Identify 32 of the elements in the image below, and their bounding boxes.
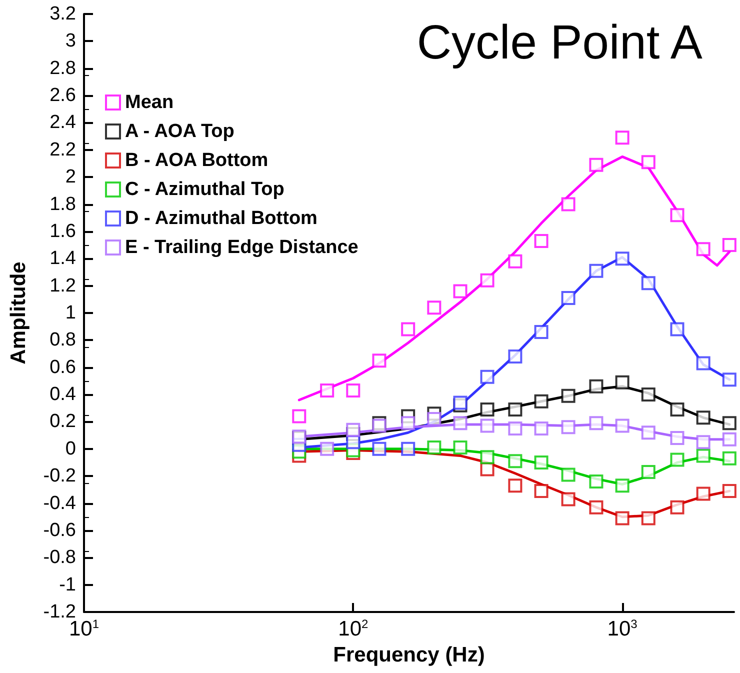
chart-title: Cycle Point A (416, 16, 702, 70)
y-tick-label: 2.8 (50, 58, 76, 79)
y-tick-label: 0.2 (50, 411, 76, 432)
y-tick-label: 0.8 (50, 330, 76, 351)
y-tick-label: -1.2 (43, 602, 76, 622)
y-tick-label: 3.2 (50, 4, 76, 24)
y-tick-label: -1 (59, 574, 76, 596)
y-tick-label: 2 (65, 166, 76, 188)
y-tick-label: -0.4 (43, 492, 76, 514)
legend-label: C - Azimuthal Top (125, 179, 284, 200)
legend-label: B - AOA Bottom (125, 150, 268, 171)
y-tick-label: 2.2 (50, 139, 76, 160)
y-tick-label: 1.6 (50, 220, 76, 242)
y-tick-label: -0.2 (43, 466, 76, 487)
y-tick-label: 0.4 (50, 384, 76, 406)
y-tick-label: 0 (65, 438, 76, 460)
x-axis-title: Frequency (Hz) (333, 643, 485, 666)
legend-label: A - AOA Top (125, 121, 234, 142)
y-tick-label: 2.6 (50, 85, 76, 106)
y-tick-label: 1.8 (50, 194, 76, 215)
legend-label: D - Azimuthal Bottom (125, 208, 318, 229)
y-tick-label: 0.6 (50, 356, 76, 378)
y-axis-title: Amplitude (7, 262, 30, 364)
y-tick-label: 2.4 (50, 112, 76, 134)
y-tick-label: 1.4 (50, 248, 76, 270)
y-tick-label: 1 (65, 302, 76, 324)
y-tick-label: -0.8 (43, 547, 76, 568)
y-tick-label: 3 (65, 30, 76, 52)
y-tick-label: 1.2 (50, 275, 76, 296)
legend-label: E - Trailing Edge Distance (125, 237, 358, 258)
legend-label: Mean (125, 92, 174, 113)
y-tick-label: -0.6 (43, 520, 76, 541)
